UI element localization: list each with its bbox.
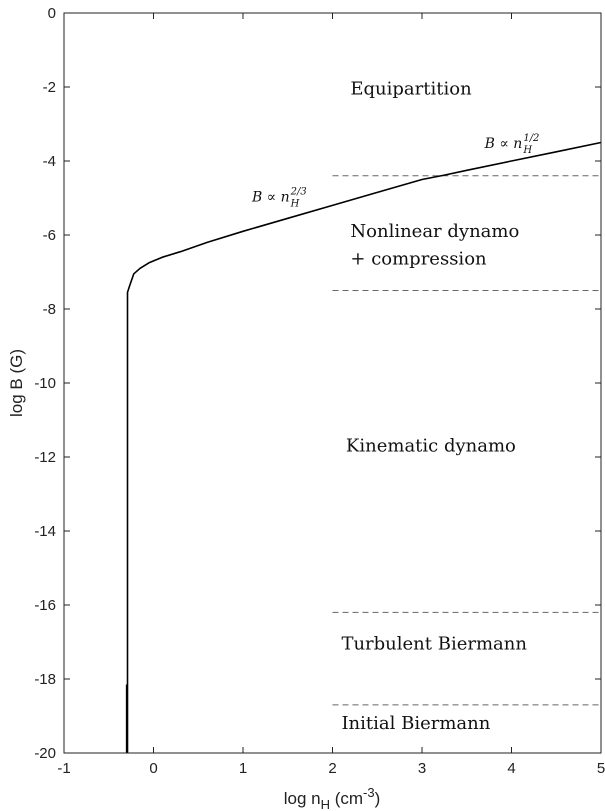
x-axis-label-base: log n <box>284 789 321 808</box>
x-tick-label: 4 <box>507 760 515 777</box>
x-axis-label-sub: H <box>321 797 330 811</box>
y-tick-label: -10 <box>34 375 56 392</box>
y-tick-label: -8 <box>43 301 56 318</box>
region-label: + compression <box>350 249 487 270</box>
x-tick-label: 5 <box>597 760 605 777</box>
annotations: B ∝ n 2/3HB ∝ n 1/2H <box>251 133 539 210</box>
y-tick-label: -18 <box>34 671 56 688</box>
x-tick-label: 1 <box>239 760 247 777</box>
y-tick-label: -4 <box>43 153 56 170</box>
region-label: Nonlinear dynamo <box>350 221 519 242</box>
y-tick-label: -16 <box>34 597 56 614</box>
series-line <box>126 141 602 753</box>
x-axis-ticks: -1 0 1 2 3 4 5 <box>57 13 605 777</box>
x-axis-label: log nH (cm-3) <box>284 785 381 811</box>
annotation-sub: H <box>522 145 532 156</box>
region-labels: Equipartition Nonlinear dynamo + compressi… <box>341 78 527 734</box>
x-tick-label: -1 <box>57 760 70 777</box>
region-label: Kinematic dynamo <box>346 435 516 456</box>
region-label: Initial Biermann <box>341 713 490 734</box>
region-label: Equipartition <box>350 78 472 99</box>
y-tick-label: -12 <box>34 449 56 466</box>
threshold-lines <box>332 175 601 706</box>
annotation-sub: H <box>290 199 300 210</box>
x-axis-label-unit-close: ) <box>375 789 381 808</box>
series-layer <box>125 141 602 753</box>
y-tick-label: -14 <box>34 523 56 540</box>
power-law-annotation: B ∝ n 1/2H <box>484 133 540 156</box>
region-label: Turbulent Biermann <box>341 633 527 654</box>
x-axis-label-unit-sup: -3 <box>363 785 375 800</box>
y-axis-label: log B (G) <box>7 349 26 417</box>
annotation-sup: 1/2 <box>523 133 539 144</box>
x-tick-label: 0 <box>149 760 157 777</box>
x-tick-label: 2 <box>328 760 336 777</box>
y-tick-label: 0 <box>48 5 56 22</box>
x-axis-label-unit-open: (cm <box>330 789 363 808</box>
power-law-annotation: B ∝ n 2/3H <box>251 187 307 210</box>
y-axis-ticks: 0 -2 -4 -6 -8 -10 -12 -14 -16 -18 -20 <box>34 5 601 762</box>
annotation-base: B ∝ n <box>484 136 523 152</box>
annotation-sup: 2/3 <box>290 187 307 198</box>
y-tick-label: -2 <box>43 79 56 96</box>
annotation-base: B ∝ n <box>251 190 290 206</box>
y-tick-label: -20 <box>34 745 56 762</box>
y-tick-label: -6 <box>43 227 56 244</box>
x-tick-label: 3 <box>418 760 426 777</box>
